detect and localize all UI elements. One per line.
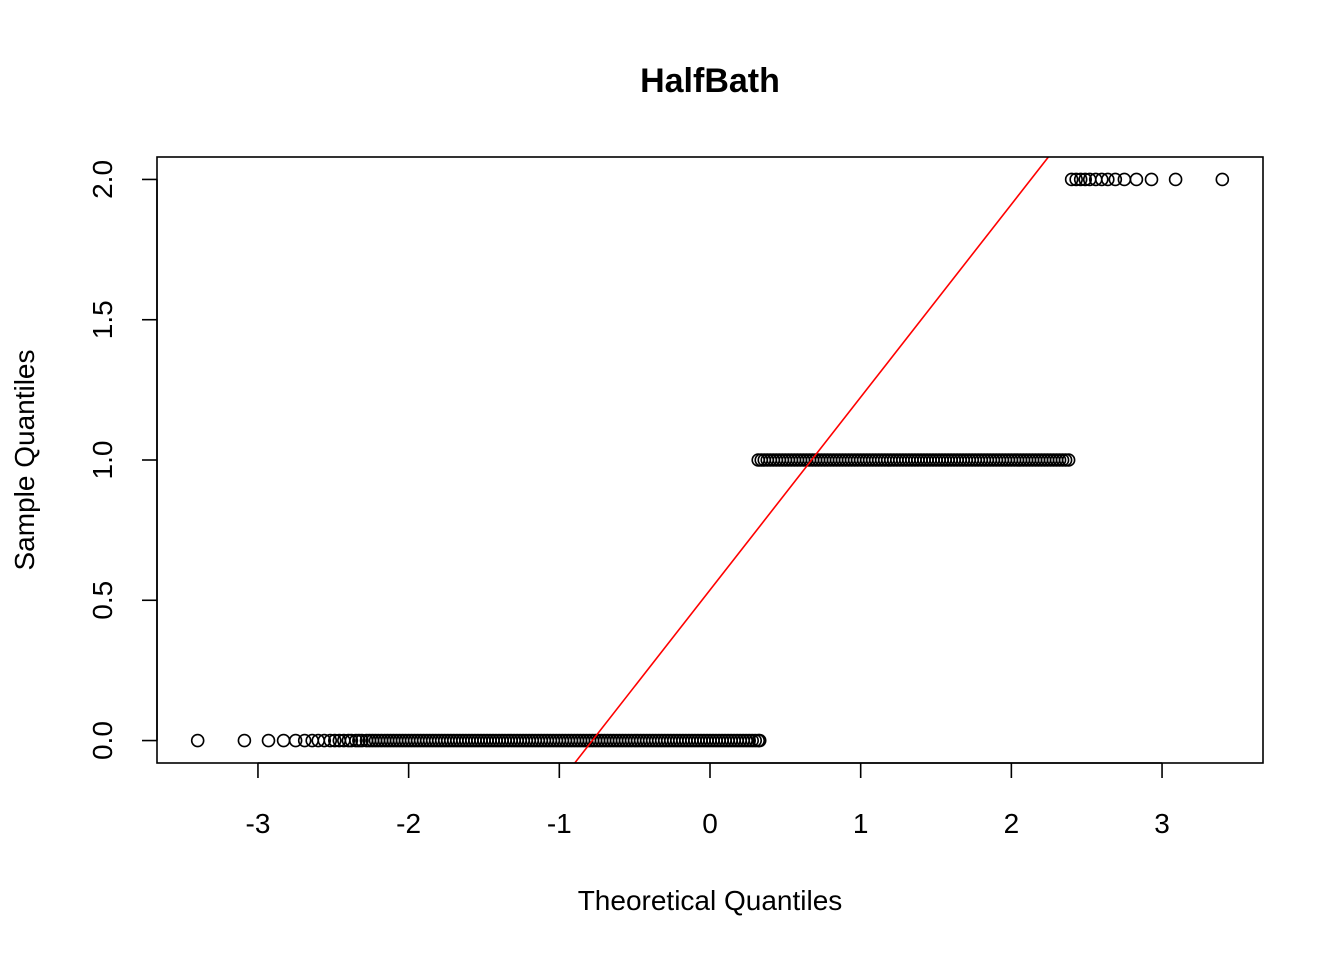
data-point — [344, 733, 359, 748]
data-point — [1061, 453, 1076, 467]
y-tick-label: 1.5 — [87, 300, 118, 339]
data-point — [190, 733, 205, 748]
qq-reference-line — [573, 157, 1050, 763]
x-tick-label: -2 — [396, 808, 421, 839]
y-tick-label: 0.5 — [87, 581, 118, 620]
data-point — [1069, 172, 1083, 187]
x-tick-label: -1 — [547, 808, 572, 839]
y-tick-label: 2.0 — [87, 160, 118, 199]
y-axis-label: Sample Quantiles — [9, 349, 40, 570]
data-point — [1215, 172, 1230, 187]
data-point — [327, 733, 342, 748]
data-point — [1129, 172, 1144, 187]
data-point — [1094, 172, 1109, 187]
x-axis: -3 -2 -1 0 1 2 3 — [246, 762, 1170, 839]
data-point — [261, 733, 276, 748]
data-point — [237, 733, 252, 748]
y-tick-label: 1.0 — [87, 441, 118, 480]
plot-frame — [156, 156, 1264, 764]
data-point — [1108, 172, 1123, 187]
x-tick-label: 0 — [702, 808, 718, 839]
data-point — [1073, 172, 1088, 187]
data-point — [1117, 172, 1132, 187]
data-point — [1101, 172, 1115, 187]
y-axis: 0.0 0.5 1.0 1.5 2.0 — [87, 160, 158, 760]
data-point — [355, 733, 369, 748]
data-point — [752, 733, 767, 748]
x-tick-label: 2 — [1004, 808, 1020, 839]
data-point — [1064, 172, 1079, 187]
data-point — [288, 733, 303, 748]
data-point — [1168, 172, 1183, 187]
x-tick-label: -3 — [246, 808, 271, 839]
data-point — [323, 733, 338, 748]
data-point — [1144, 172, 1159, 187]
plot-area — [190, 157, 1230, 763]
data-point — [317, 733, 332, 748]
y-tick-label: 0.0 — [87, 721, 118, 760]
x-tick-label: 1 — [853, 808, 869, 839]
data-point — [276, 733, 291, 748]
x-tick-label: 3 — [1154, 808, 1170, 839]
data-point — [1078, 172, 1092, 187]
chart-title: HalfBath — [640, 62, 780, 100]
data-point — [297, 733, 312, 748]
x-axis-label: Theoretical Quantiles — [578, 885, 843, 916]
